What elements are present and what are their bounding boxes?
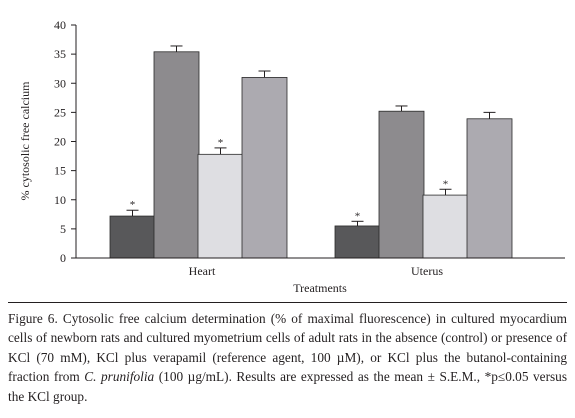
x-category-label-uterus: Uterus	[411, 264, 443, 278]
figure-caption: Figure 6. Cytosolic free calcium determi…	[8, 309, 567, 406]
y-axis: 0 5 10 15 20 25 30 35 40	[54, 18, 76, 265]
bar	[334, 225, 381, 259]
y-tick-label: 40	[54, 18, 66, 32]
significance-marker: *	[218, 137, 224, 149]
caption-rule	[8, 302, 567, 303]
significance-marker: *	[443, 178, 449, 190]
caption-text-end: (100 µg/mL). Results are expressed as th…	[8, 369, 567, 404]
bar-chart: 0 5 10 15 20 25 30 35 40 * * * * Heart Uterus Treat…	[18, 18, 565, 295]
bar	[241, 77, 288, 259]
bar	[422, 194, 469, 259]
x-category-label-heart: Heart	[189, 264, 216, 278]
y-axis-title: % cytosolic free calcium	[18, 81, 32, 201]
y-tick-label: 25	[54, 105, 66, 119]
bar	[153, 51, 200, 259]
y-tick-label: 0	[60, 251, 66, 265]
y-tick-label: 10	[54, 193, 66, 207]
bar	[197, 153, 244, 259]
y-tick-label: 35	[54, 47, 66, 61]
caption-text-start: Figure 6. Cytosolic free calcium determi…	[8, 311, 567, 385]
significance-marker: *	[355, 210, 361, 222]
caption-species: C. prunifolia	[84, 369, 155, 385]
y-tick-label: 15	[54, 164, 66, 178]
bar	[109, 215, 156, 259]
y-tick-label: 20	[54, 135, 66, 149]
bar	[466, 118, 513, 259]
y-tick-label: 5	[60, 222, 66, 236]
bar	[378, 110, 425, 259]
bars: * * * *	[109, 45, 513, 259]
x-axis-title: Treatments	[293, 281, 347, 295]
significance-marker: *	[130, 199, 136, 211]
y-tick-label: 30	[54, 76, 66, 90]
